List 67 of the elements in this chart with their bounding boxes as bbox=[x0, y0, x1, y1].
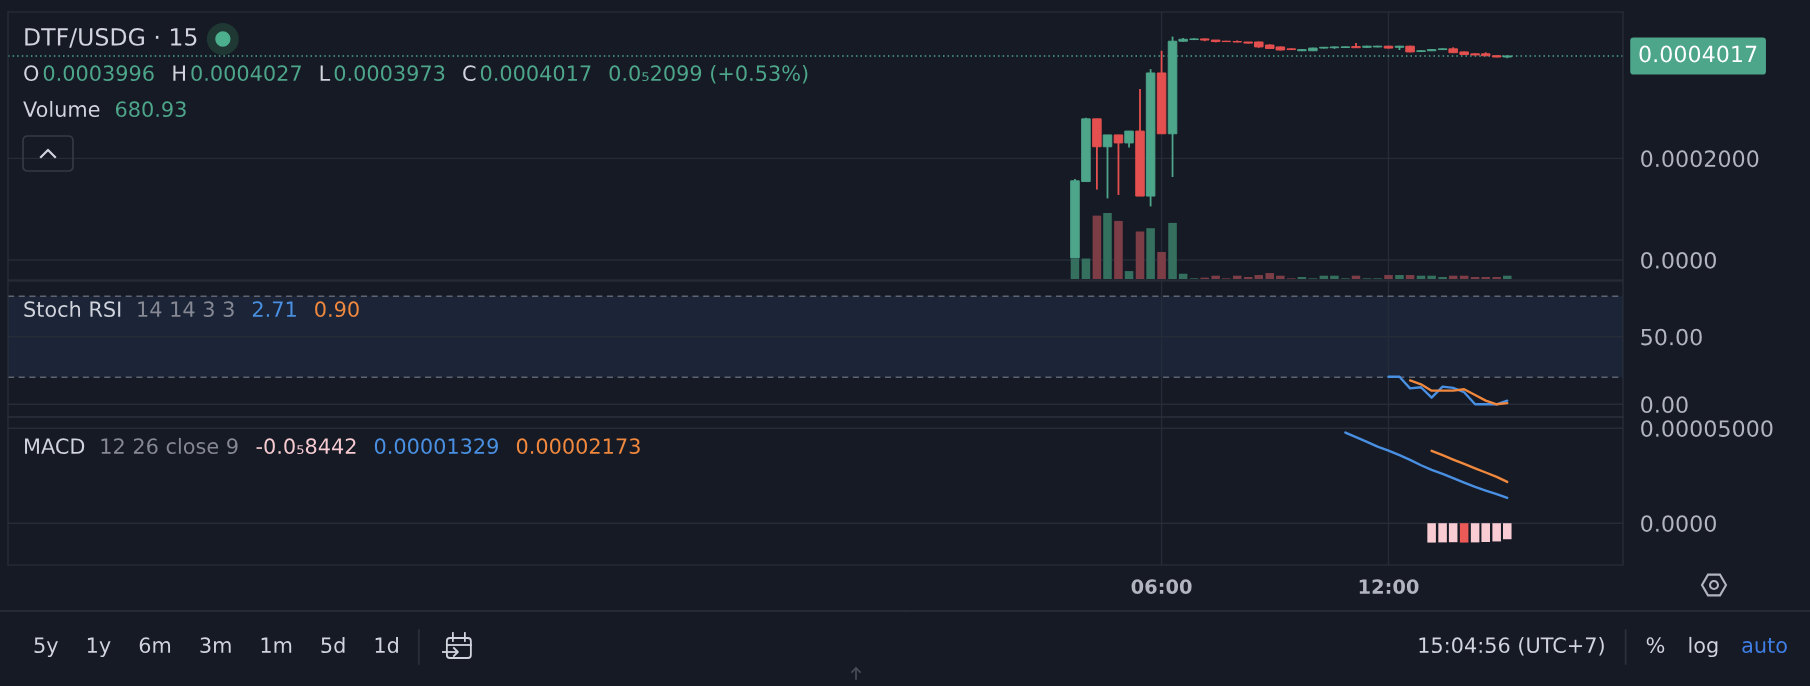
line-series bbox=[1430, 449, 1509, 484]
bar bbox=[1070, 258, 1080, 279]
y-tick-label: 0.0000 bbox=[1641, 251, 1716, 269]
y-tick-label: 0.00 bbox=[1641, 396, 1688, 414]
annotation: 680.93 bbox=[115, 101, 186, 118]
text: 3m bbox=[200, 637, 231, 654]
x-tick-label: 12:00 bbox=[1359, 579, 1419, 594]
annotation: 14 14 3 3 bbox=[138, 301, 234, 318]
bar bbox=[1103, 213, 1112, 279]
y-tick-label: 0.00005000 bbox=[1641, 420, 1773, 437]
annotation: 0.90 bbox=[315, 301, 359, 318]
annotation: 0.00002173 bbox=[516, 438, 640, 455]
text: 5d bbox=[321, 636, 345, 654]
text: log bbox=[1689, 636, 1718, 658]
annotation: L bbox=[320, 65, 331, 81]
annotation: 0.0003973 bbox=[334, 65, 445, 82]
bar bbox=[1135, 231, 1145, 279]
candlestick bbox=[1113, 134, 1124, 196]
text: 1d bbox=[375, 636, 398, 654]
bar bbox=[1427, 275, 1436, 279]
text: 6m bbox=[139, 637, 171, 654]
text: % bbox=[1646, 637, 1665, 654]
bar bbox=[1276, 275, 1285, 279]
text: Stoch RSI bbox=[24, 300, 121, 318]
line-series bbox=[1408, 379, 1509, 406]
chart-title: Volume bbox=[23, 100, 100, 118]
bar bbox=[1114, 220, 1123, 279]
line-series bbox=[1387, 375, 1509, 406]
y-tick-label: 0.0000 bbox=[1641, 515, 1716, 532]
text: 1m bbox=[261, 637, 292, 653]
bar bbox=[1124, 271, 1134, 279]
bar bbox=[1211, 275, 1220, 279]
bar bbox=[1265, 273, 1275, 279]
annotation: -0.0₅8442 bbox=[256, 438, 356, 455]
bar bbox=[1092, 215, 1102, 279]
y-tick-label: 0.0002000 bbox=[1641, 150, 1759, 168]
text: 1y bbox=[87, 637, 111, 658]
bar bbox=[1254, 275, 1264, 279]
annotation: 0.0003996 bbox=[43, 65, 154, 82]
x-tick-label: 06:00 bbox=[1131, 579, 1192, 594]
text: auto bbox=[1742, 638, 1787, 654]
bar bbox=[1081, 258, 1091, 279]
annotation: 0.00001329 bbox=[374, 438, 498, 455]
bar bbox=[1330, 275, 1339, 279]
annotation: 0.0004027 bbox=[191, 65, 301, 82]
ref-line-label: 0.0004017 bbox=[1639, 45, 1757, 63]
bar bbox=[1395, 275, 1404, 279]
annotation: 12 26 close 9 bbox=[101, 437, 238, 455]
text: 15:04:56 (UTC+7) bbox=[1419, 636, 1604, 656]
text: DTF/USDG · 15 bbox=[25, 27, 197, 48]
text: 5y bbox=[34, 637, 58, 658]
line-series bbox=[1344, 431, 1509, 500]
annotation: O bbox=[24, 65, 39, 82]
text: MACD bbox=[25, 438, 85, 455]
candlestick bbox=[1102, 134, 1113, 200]
annotation: 0.0₅2099 (+0.53%) bbox=[609, 64, 808, 84]
bar bbox=[1384, 275, 1393, 279]
y-tick-label: 50.00 bbox=[1641, 328, 1702, 346]
bar bbox=[1502, 275, 1512, 279]
bar bbox=[1146, 228, 1155, 279]
annotation: H bbox=[173, 65, 185, 81]
bar bbox=[1168, 222, 1177, 279]
bar bbox=[1405, 275, 1415, 279]
annotation: 2.71 bbox=[252, 301, 296, 317]
bar bbox=[1157, 251, 1166, 279]
annotation: C bbox=[463, 65, 476, 82]
annotation: 0.0004017 bbox=[480, 65, 591, 82]
